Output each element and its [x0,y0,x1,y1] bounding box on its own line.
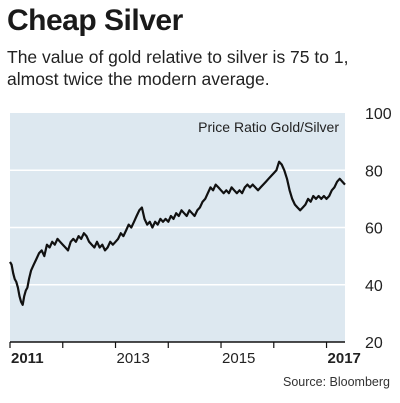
source-note: Source: Bloomberg [282,375,390,389]
chart-subtitle: The value of gold relative to silver is … [7,47,349,89]
x-tick-label-2013: 2013 [117,350,150,367]
y-tick-label-60: 60 [365,221,383,238]
y-tick-label-80: 80 [365,163,383,180]
gridlines [10,169,345,286]
y-tick-label-20: 20 [365,335,383,352]
series-annotation: Price Ratio Gold/Silver [198,119,339,135]
series-line-gold-silver-ratio [9,160,346,306]
x-tick-label-2011: 2011 [11,350,44,367]
y-tick-label-100: 100 [365,106,392,123]
chart-title: Cheap Silver [7,4,183,37]
x-tick-label-2015: 2015 [222,350,255,367]
x-axis-ticks: 2011 2013 2015 2017 [9,342,361,367]
y-tick-label-40: 40 [365,278,383,295]
y-axis-ticks: 20 40 60 80 100 [365,106,392,352]
x-tick-label-2017: 2017 [328,350,361,367]
